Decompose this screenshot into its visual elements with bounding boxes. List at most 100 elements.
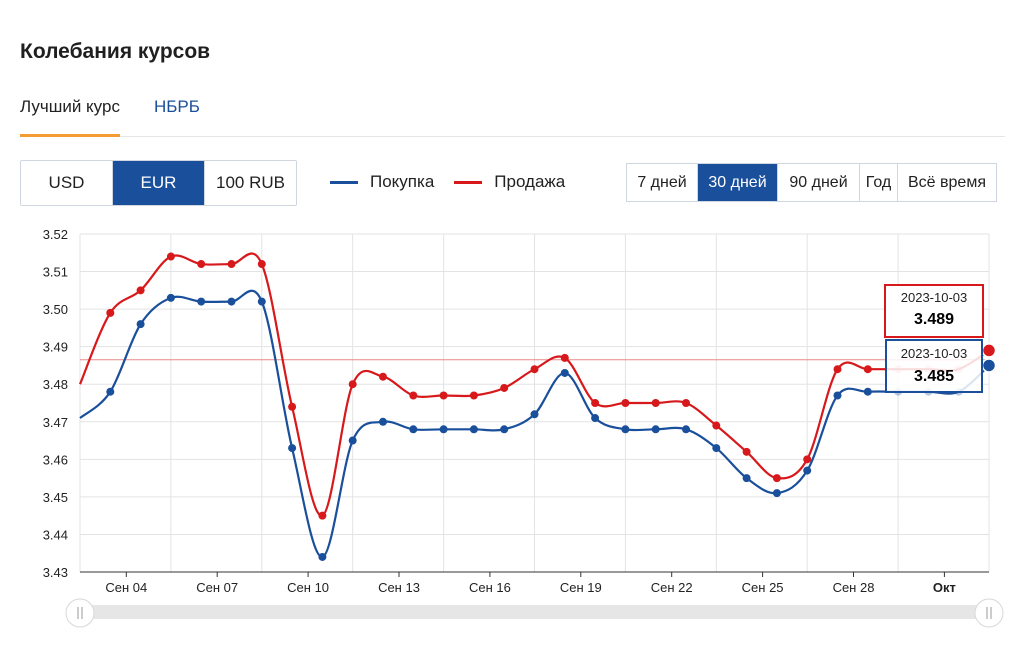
period-year-button[interactable]: Год <box>860 164 898 201</box>
data-point-sell[interactable] <box>166 252 175 261</box>
data-point-sell[interactable] <box>379 372 387 381</box>
rate-source-tabs: Лучший курс НБРБ <box>20 96 1005 137</box>
chart-series <box>78 252 997 561</box>
x-tick-label: Сен 16 <box>469 580 511 595</box>
tooltip-buy-box <box>885 339 983 393</box>
data-point-buy[interactable] <box>439 425 448 434</box>
y-tick-label: 3.52 <box>43 227 68 242</box>
data-point-sell[interactable] <box>712 421 721 430</box>
data-point-buy[interactable] <box>166 293 175 302</box>
data-point-buy[interactable] <box>651 425 660 434</box>
y-tick-label: 3.49 <box>43 340 68 355</box>
x-axis: Сен 04 Сен 07 Сен 10 Сен 13 Сен 16 Сен 19 Сен … <box>80 571 989 595</box>
data-point-buy[interactable] <box>712 444 721 453</box>
page-title: Колебания курсов <box>20 40 211 63</box>
period-7-days-button[interactable]: 7 дней <box>627 164 698 201</box>
currency-rub-button[interactable]: 100 RUB <box>205 161 296 205</box>
data-point-sell[interactable] <box>833 365 842 374</box>
data-point-sell[interactable] <box>682 399 690 407</box>
data-point-buy[interactable] <box>560 368 569 377</box>
currency-eur-button[interactable]: EUR <box>113 161 205 205</box>
tooltip-buy-date: 2023-10-03 <box>901 346 968 361</box>
data-point-buy[interactable] <box>621 425 630 434</box>
data-point-sell[interactable] <box>288 402 297 411</box>
data-point-buy[interactable] <box>106 387 115 396</box>
data-point-sell[interactable] <box>530 365 539 374</box>
data-point-buy[interactable] <box>348 436 357 445</box>
scrollbar-track[interactable] <box>80 605 990 619</box>
legend-buy[interactable]: Покупка <box>330 172 434 192</box>
data-point-buy[interactable] <box>682 425 690 434</box>
y-tick-label: 3.51 <box>43 265 68 280</box>
data-point-sell[interactable] <box>742 447 751 456</box>
tab-nbrb[interactable]: НБРБ <box>154 97 200 116</box>
period-30-days-button[interactable]: 30 дней <box>698 164 778 201</box>
data-point-buy[interactable] <box>469 425 478 434</box>
data-point-buy[interactable] <box>530 410 539 419</box>
data-point-buy[interactable] <box>742 474 751 483</box>
tooltip-sell-value: 3.489 <box>914 311 954 328</box>
tooltip-buy-value: 3.485 <box>914 368 954 385</box>
data-point-buy[interactable] <box>981 358 997 373</box>
tab-best-rate[interactable]: Лучший курс <box>20 96 120 137</box>
data-point-sell[interactable] <box>348 380 357 389</box>
data-point-buy[interactable] <box>591 414 600 423</box>
data-point-sell[interactable] <box>318 511 327 520</box>
data-point-buy[interactable] <box>318 552 327 561</box>
x-tick-label: Сен 28 <box>833 580 875 595</box>
tooltip-sell: 2023-10-03 3.489 <box>884 284 984 338</box>
data-point-buy[interactable] <box>136 320 145 329</box>
data-point-sell[interactable] <box>439 391 448 400</box>
x-tick-label: Сен 07 <box>196 580 238 595</box>
data-point-sell[interactable] <box>772 474 781 483</box>
legend-sell-label: Продажа <box>494 172 566 191</box>
data-point-buy[interactable] <box>863 387 872 396</box>
data-point-sell[interactable] <box>560 353 569 362</box>
y-tick-label: 3.45 <box>43 490 68 505</box>
data-point-sell[interactable] <box>863 365 872 374</box>
legend-sell-swatch <box>454 180 483 184</box>
period-all-time-button[interactable]: Всё время <box>898 164 996 201</box>
data-point-sell[interactable] <box>621 399 630 407</box>
x-tick-label: Сен 10 <box>287 580 329 595</box>
tooltip-buy: 2023-10-03 3.485 <box>885 339 983 393</box>
data-point-buy[interactable] <box>227 297 236 306</box>
data-point-sell[interactable] <box>500 383 509 392</box>
x-tick-label: Сен 04 <box>105 580 147 595</box>
data-point-sell[interactable] <box>981 343 997 358</box>
data-point-buy[interactable] <box>803 466 812 475</box>
data-point-sell[interactable] <box>469 391 478 400</box>
data-point-buy[interactable] <box>288 444 297 453</box>
data-point-buy[interactable] <box>500 425 509 434</box>
currency-selector: USD EUR 100 RUB <box>20 160 297 206</box>
legend-sell[interactable]: Продажа <box>454 172 565 192</box>
scrollbar-handle-left[interactable] <box>65 598 95 628</box>
data-point-sell[interactable] <box>409 391 418 400</box>
x-tick-label: Сен 19 <box>560 580 602 595</box>
chart-legend: Покупка Продажа <box>330 172 585 192</box>
data-point-sell[interactable] <box>136 286 145 295</box>
y-tick-label: 3.46 <box>43 452 68 467</box>
data-point-buy[interactable] <box>379 417 387 426</box>
range-scrollbar[interactable] <box>65 598 1004 628</box>
data-point-sell[interactable] <box>803 455 812 464</box>
data-point-buy[interactable] <box>833 391 842 400</box>
data-point-sell[interactable] <box>257 260 266 269</box>
scrollbar-handle-right-circle[interactable] <box>974 598 1004 628</box>
data-point-sell[interactable] <box>227 260 236 269</box>
scrollbar-handle-right[interactable] <box>974 598 1004 628</box>
data-point-sell[interactable] <box>591 399 600 407</box>
data-point-buy[interactable] <box>197 297 206 306</box>
data-point-buy[interactable] <box>257 297 266 306</box>
data-point-sell[interactable] <box>197 260 206 269</box>
x-tick-label: Сен 25 <box>742 580 784 595</box>
scrollbar-handle-left-circle[interactable] <box>65 598 95 628</box>
data-point-sell[interactable] <box>651 399 660 407</box>
data-point-buy[interactable] <box>772 489 781 498</box>
period-90-days-button[interactable]: 90 дней <box>778 164 860 201</box>
currency-usd-button[interactable]: USD <box>21 161 113 205</box>
data-point-sell[interactable] <box>106 308 115 317</box>
x-tick-label: Окт <box>933 580 956 595</box>
data-point-buy[interactable] <box>409 425 418 434</box>
